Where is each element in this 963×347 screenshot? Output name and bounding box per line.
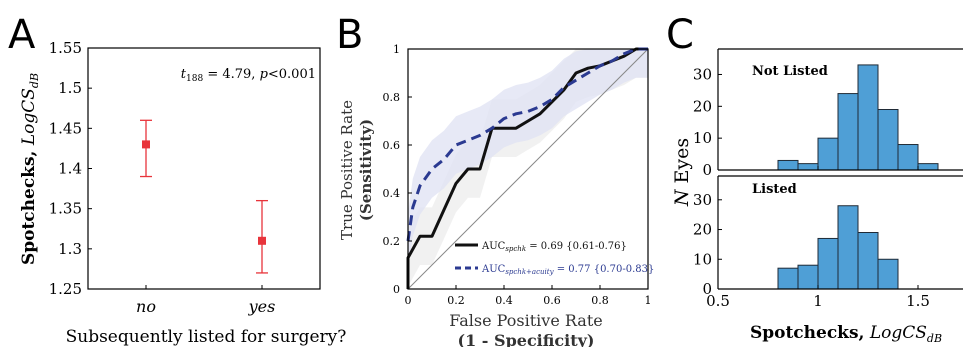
panel-c-x-label: Spotchecks, LogCSdB [750, 323, 942, 345]
panel-a-x-label: Subsequently listed for surgery? [66, 327, 347, 347]
y-tick-label: 1.3 [58, 240, 82, 258]
x-tick-label: 1 [813, 292, 823, 310]
histogram-bar [797, 264, 819, 290]
panel-a-y-label-subscript: dB [28, 73, 41, 88]
panel-a-points [140, 119, 268, 274]
panel-b-x-label-line2: (1 - Specificity) [458, 331, 595, 347]
panel-c-top-histogram: 0 10 20 30 [693, 48, 963, 179]
data-point [258, 236, 266, 245]
y-tick-label: 0.2 [383, 235, 401, 248]
histogram-bar [777, 159, 799, 171]
x-tick-label: 0.8 [591, 294, 609, 307]
x-tick-label: 0.6 [543, 294, 561, 307]
y-tick-label: 1 [393, 43, 400, 56]
panel-b-x-label-line1: False Positive Rate [449, 311, 603, 330]
histogram-bar [877, 109, 899, 171]
panel-b-legend: AUCspchk = 0.69 {0.61-0.76} AUCspchk+acu… [455, 241, 654, 276]
panel-b-y-label-line1: True Positive Rate [338, 100, 356, 240]
y-tick-label: 0 [702, 161, 712, 179]
histogram-bar [837, 93, 859, 171]
x-tick-label: 0 [405, 294, 412, 307]
histogram-bar [857, 232, 879, 290]
y-tick-label: 30 [693, 191, 712, 209]
y-tick-label: 10 [693, 250, 712, 268]
y-tick-label: 10 [693, 129, 712, 147]
panel-a-y-label-main: Spotchecks, [19, 151, 39, 266]
panel-c-x-label-sub: LogCS [869, 323, 927, 343]
panel-c-x-label-subscript: dB [927, 332, 942, 345]
panel-b-y-label-line2: (Sensitivity) [357, 119, 375, 221]
y-tick-label: 30 [693, 65, 712, 83]
histogram-bar [817, 237, 839, 290]
panel-a-x-ticks: no yes [136, 285, 275, 316]
svg-text:N Eyes: N Eyes [671, 138, 693, 207]
panel-b-chance-diagonal [407, 48, 649, 290]
roc-curve [406, 47, 648, 242]
histogram-bar [917, 163, 939, 171]
panel-c-y-label-rest: Eyes [671, 138, 693, 184]
y-tick-label: 20 [693, 97, 712, 115]
confidence-band [408, 49, 648, 270]
panel-c-bottom-histogram: 0 10 20 30 [693, 175, 963, 298]
panel-a: A 1.25 1.3 1.35 1.4 1.45 1.5 1.55 no yes t188 =… [8, 12, 346, 347]
panel-c-y-label: N Eyes [671, 138, 693, 207]
y-tick-label: 1.5 [58, 79, 82, 97]
panel-a-y-ticks: 1.25 1.3 1.35 1.4 1.45 1.5 1.55 [49, 39, 92, 298]
x-tick-label: 1 [645, 294, 652, 307]
histogram-bar [877, 258, 899, 290]
panel-b-y-ticks: 0 0.2 0.4 0.6 0.8 1 [383, 43, 412, 296]
panel-a-annotation: t188 = 4.79, p<0.001 [181, 67, 316, 84]
y-tick-label: 0.8 [383, 91, 401, 104]
panel-b-x-ticks: 0 0.2 0.4 0.6 0.8 1 [405, 285, 652, 307]
panel-a-y-label: Spotchecks, LogCSdB [19, 73, 41, 265]
y-tick-label: 0 [393, 283, 400, 296]
panel-c-letter: C [666, 12, 694, 58]
x-tick-label: 0.2 [447, 294, 465, 307]
histogram-bar [837, 205, 859, 290]
y-tick-label: 1.4 [58, 160, 82, 178]
x-tick-label: yes [248, 297, 276, 316]
panel-a-letter: A [8, 12, 36, 58]
y-tick-label: 0.6 [383, 139, 401, 152]
legend-entry-spchk: AUCspchk = 0.69 {0.61-0.76} [481, 241, 627, 253]
panel-a-y-label-sub: LogCS [19, 88, 39, 146]
histogram-bar [797, 163, 819, 171]
y-tick-label: 1.25 [49, 280, 82, 298]
histogram-bar [857, 64, 879, 171]
y-tick-label: 1.45 [49, 119, 82, 137]
x-tick-label: 0.4 [495, 294, 513, 307]
panel-c-top-title: Not Listed [752, 64, 828, 79]
y-tick-label: 1.55 [49, 39, 82, 57]
panel-b-roc-lines [406, 47, 648, 289]
panel-b: B 0 0.2 0.4 0.6 0.8 1 0 0.2 0.4 0.6 0.8 1 AUCspchk… [336, 12, 654, 347]
panel-c-bottom-title: Listed [752, 182, 797, 197]
y-tick-label: 20 [693, 221, 712, 239]
panel-c-x-label-main: Spotchecks, [750, 323, 865, 343]
svg-text:Spotchecks, LogCSdB: Spotchecks, LogCSdB [19, 73, 41, 265]
panel-b-axes-frame [407, 48, 649, 290]
x-tick-label: no [136, 297, 156, 316]
y-tick-label: 1.35 [49, 200, 82, 218]
panel-c-y-label-n: N [671, 188, 693, 207]
x-tick-label: 1.5 [906, 292, 930, 310]
panel-c: C 0 10 20 30 0 10 20 30 Not Listed Listed 0.5 1… [666, 12, 963, 345]
histogram-bar [897, 144, 919, 171]
panel-a-axes-frame [87, 47, 321, 290]
x-tick-label: 0.5 [706, 292, 730, 310]
y-tick-label: 0 [702, 280, 712, 298]
roc-curve [406, 47, 648, 289]
panel-b-y-label: True Positive Rate (Sensitivity) [338, 100, 375, 240]
data-point [142, 140, 150, 149]
panel-b-letter: B [336, 12, 363, 58]
y-tick-label: 0.4 [383, 187, 401, 200]
legend-entry-spchk-acuity: AUCspchk+acuity = 0.77 {0.70-0.83} [481, 264, 654, 276]
panel-c-x-ticks: 0.5 1 1.5 [706, 166, 930, 310]
histogram-bar [817, 137, 839, 171]
histogram-bar [777, 267, 799, 290]
